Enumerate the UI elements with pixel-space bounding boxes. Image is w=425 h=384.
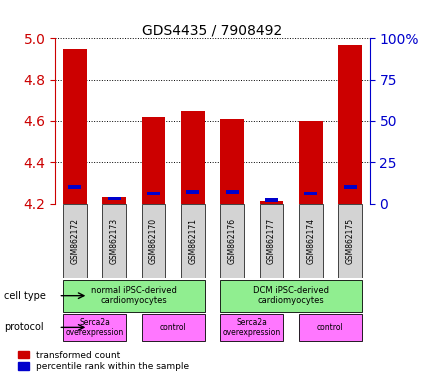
Bar [260,204,283,278]
Bar [343,185,357,189]
Text: GSM862173: GSM862173 [110,218,119,264]
Bar [102,197,126,204]
Bar [220,280,362,311]
Bar [299,314,362,341]
Text: GSM862175: GSM862175 [346,218,354,264]
Bar [338,45,362,204]
Text: control: control [160,323,187,332]
Text: cell type: cell type [4,291,46,301]
Text: Serca2a
overexpression: Serca2a overexpression [65,318,124,337]
Bar [63,204,87,278]
Text: normal iPSC-derived
cardiomyocytes: normal iPSC-derived cardiomyocytes [91,286,177,305]
Text: DCM iPSC-derived
cardiomyocytes: DCM iPSC-derived cardiomyocytes [253,286,329,305]
Text: GSM862171: GSM862171 [188,218,197,264]
Text: GSM862172: GSM862172 [71,218,79,264]
Bar [181,204,205,278]
Bar [299,204,323,278]
Bar [63,314,126,341]
Bar [220,314,283,341]
Bar [108,197,121,200]
Text: protocol: protocol [4,322,44,333]
Text: GSM862174: GSM862174 [306,218,315,264]
Bar [142,117,165,204]
Text: GSM862176: GSM862176 [228,218,237,264]
Bar [226,190,239,194]
Bar [181,111,204,204]
Bar [220,119,244,204]
Bar [304,192,317,195]
Bar [299,121,323,204]
Bar [63,49,87,204]
Text: Serca2a
overexpression: Serca2a overexpression [223,318,281,337]
Bar [186,190,199,194]
Text: GSM862170: GSM862170 [149,218,158,264]
Text: control: control [317,323,344,332]
Bar [63,280,204,311]
Bar [102,204,126,278]
Bar [142,314,204,341]
Title: GDS4435 / 7908492: GDS4435 / 7908492 [142,23,283,37]
Bar [220,204,244,278]
Legend: transformed count, percentile rank within the sample: transformed count, percentile rank withi… [17,350,190,372]
Bar [142,204,165,278]
Bar [338,204,362,278]
Text: GSM862177: GSM862177 [267,218,276,264]
Bar [260,202,283,204]
Bar [265,199,278,202]
Bar [147,192,160,195]
Bar [68,185,82,189]
